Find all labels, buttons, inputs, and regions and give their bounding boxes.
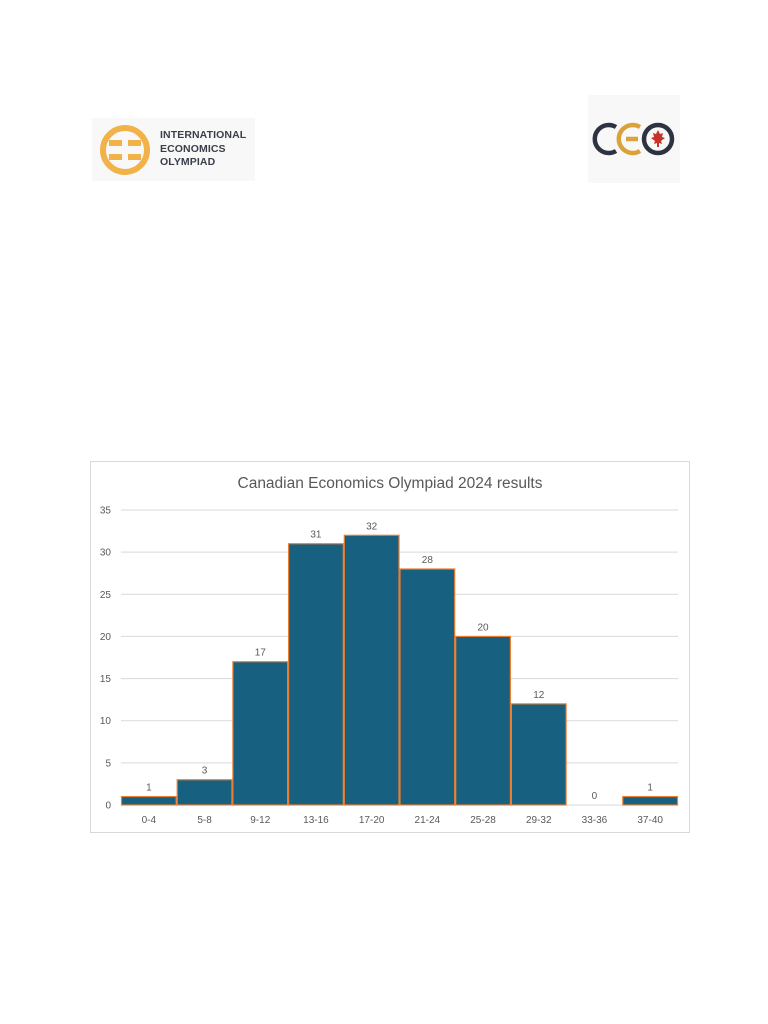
ieo-logo-line-1: INTERNATIONAL: [160, 129, 247, 141]
histogram-bar: [288, 543, 344, 806]
x-category-label: 9-12: [250, 815, 270, 826]
bar-data-label: 31: [310, 530, 322, 541]
histogram-bar: [232, 661, 289, 806]
x-category-label: 29-32: [526, 815, 552, 826]
x-category-label: 17-20: [359, 815, 385, 826]
bar-data-label: 20: [477, 622, 489, 633]
histogram-bar: [510, 703, 567, 806]
bar-data-label: 28: [422, 555, 434, 566]
chart-container: Canadian Economics Olympiad 2024 results…: [90, 461, 690, 833]
y-tick-label: 15: [100, 674, 112, 685]
ceo-wordmark-icon: [592, 122, 675, 156]
bar-data-label: 1: [146, 783, 152, 794]
histogram-bar: [176, 779, 233, 806]
bar-data-label: 0: [592, 791, 598, 802]
maple-leaf-icon: [651, 130, 665, 147]
y-tick-label: 10: [100, 716, 112, 727]
x-category-label: 13-16: [303, 815, 329, 826]
y-tick-label: 20: [100, 632, 112, 643]
y-tick-label: 30: [100, 548, 112, 559]
histogram-bar: [399, 568, 456, 806]
bar-data-label: 17: [255, 648, 267, 659]
ieo-logo-line-3: OLYMPIAD: [160, 156, 216, 168]
y-tick-label: 25: [100, 590, 112, 601]
y-tick-label: 35: [100, 506, 112, 517]
histogram-bar: [455, 635, 512, 806]
ceo-logo: [588, 95, 680, 183]
x-category-label: 37-40: [637, 815, 663, 826]
chart-title: Canadian Economics Olympiad 2024 results: [237, 475, 543, 492]
x-category-label: 5-8: [197, 815, 212, 826]
bar-data-label: 3: [202, 766, 208, 777]
histogram-bar: [343, 534, 400, 806]
histogram-chart: 0510152025303510-435-8179-123113-163217-…: [100, 506, 679, 826]
y-tick-label: 5: [105, 758, 111, 769]
bar-data-label: 12: [533, 690, 545, 701]
y-tick-label: 0: [105, 801, 111, 812]
ieo-logo: INTERNATIONAL ECONOMICS OLYMPIAD: [92, 118, 255, 181]
x-category-label: 33-36: [582, 815, 608, 826]
histogram-bar: [120, 795, 177, 806]
x-category-label: 25-28: [470, 815, 496, 826]
ieo-logo-line-2: ECONOMICS: [160, 142, 226, 155]
bar-data-label: 32: [366, 521, 378, 532]
ieo-emblem-icon: [100, 125, 150, 175]
x-category-label: 0-4: [142, 815, 157, 826]
x-category-label: 21-24: [415, 815, 441, 826]
histogram-bar: [622, 795, 679, 806]
bar-data-label: 1: [647, 783, 653, 794]
